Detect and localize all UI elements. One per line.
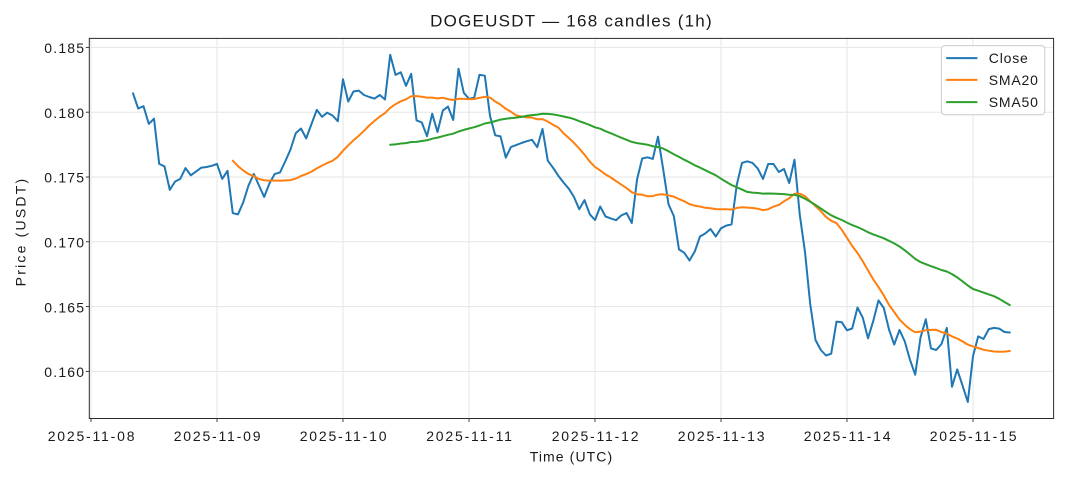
svg-text:0.180: 0.180 xyxy=(44,105,85,121)
svg-text:DOGEUSDT — 168 candles (1h): DOGEUSDT — 168 candles (1h) xyxy=(430,12,713,31)
svg-text:SMA20: SMA20 xyxy=(989,72,1039,88)
svg-text:SMA50: SMA50 xyxy=(989,94,1039,110)
svg-text:Price (USDT): Price (USDT) xyxy=(13,177,29,287)
svg-text:Close: Close xyxy=(989,50,1029,66)
svg-text:Time (UTC): Time (UTC) xyxy=(530,449,614,465)
svg-text:0.160: 0.160 xyxy=(44,364,85,380)
svg-text:2025-11-12: 2025-11-12 xyxy=(552,428,641,444)
svg-text:2025-11-10: 2025-11-10 xyxy=(300,428,389,444)
svg-text:0.165: 0.165 xyxy=(44,299,85,315)
svg-text:2025-11-11: 2025-11-11 xyxy=(426,428,514,444)
svg-text:2025-11-15: 2025-11-15 xyxy=(930,428,1019,444)
svg-text:0.175: 0.175 xyxy=(44,170,85,186)
svg-text:2025-11-09: 2025-11-09 xyxy=(174,428,263,444)
svg-text:0.185: 0.185 xyxy=(44,40,85,56)
svg-text:0.170: 0.170 xyxy=(44,235,85,251)
svg-text:2025-11-13: 2025-11-13 xyxy=(678,428,767,444)
svg-text:2025-11-08: 2025-11-08 xyxy=(48,428,137,444)
svg-text:2025-11-14: 2025-11-14 xyxy=(804,428,893,444)
